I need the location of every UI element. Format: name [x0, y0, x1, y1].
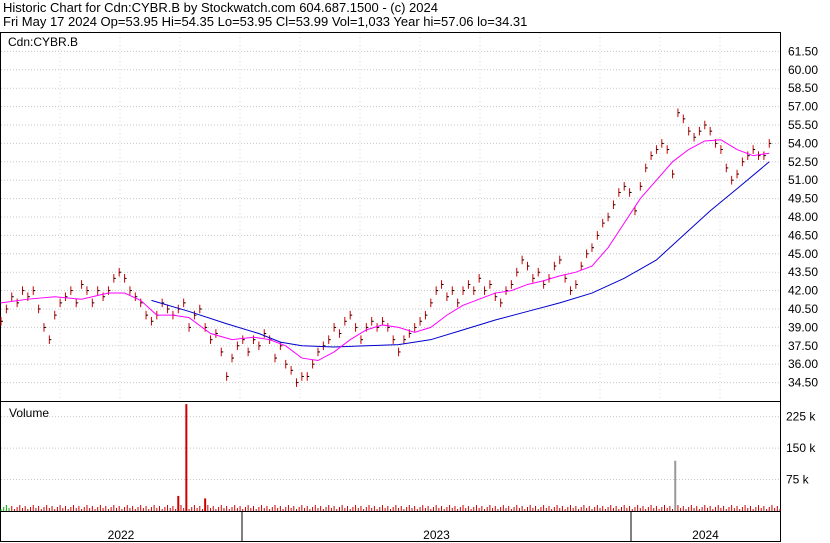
price-tick-label: 55.50: [788, 118, 818, 132]
volume-panel: [0, 401, 781, 512]
price-tick-label: 36.00: [788, 357, 818, 371]
price-tick-label: 37.50: [788, 339, 818, 353]
volume-tick-label: 75 k: [786, 473, 810, 487]
price-tick-label: 45.00: [788, 247, 818, 261]
price-tick-label: 52.50: [788, 155, 818, 169]
price-tick-label: 42.00: [788, 284, 818, 298]
price-tick-label: 40.50: [788, 302, 818, 316]
price-tick-label: 48.00: [788, 210, 818, 224]
price-panel: [0, 32, 781, 402]
volume-bars: [0, 404, 781, 511]
x-section-label: 2022: [108, 528, 135, 542]
volume-tick-label: 150 k: [786, 441, 816, 455]
volume-y-axis: 225 k 150 k 75 k: [786, 410, 816, 487]
x-section-label: 2024: [692, 528, 719, 542]
chart-header-title: Historic Chart for Cdn:CYBR.B by Stockwa…: [3, 0, 438, 15]
volume-title: Volume: [9, 406, 49, 420]
price-tick-label: 39.00: [788, 320, 818, 334]
price-tick-label: 43.50: [788, 265, 818, 279]
x-axis-sections: 2022 2023 2024: [108, 511, 719, 542]
price-subtitle: Cdn:CYBR.B: [8, 35, 78, 49]
x-section-label: 2023: [423, 528, 450, 542]
price-tick-label: 49.50: [788, 192, 818, 206]
price-tick-label: 61.50: [788, 44, 818, 58]
volume-grid: [1, 416, 780, 481]
price-tick-label: 57.00: [788, 100, 818, 114]
price-grid: [1, 33, 780, 401]
price-y-axis: 61.50 60.00 58.50 57.00 55.50 54.00 52.50 51.00…: [788, 44, 818, 389]
volume-tick-label: 225 k: [786, 410, 816, 424]
price-tick-label: 60.00: [788, 63, 818, 77]
ma-long-line: [151, 161, 770, 348]
x-axis-strip: [0, 511, 781, 542]
price-tick-label: 51.00: [788, 173, 818, 187]
price-tick-label: 46.50: [788, 228, 818, 242]
price-tick-label: 34.50: [788, 376, 818, 390]
price-tick-label: 54.00: [788, 136, 818, 150]
price-tick-label: 58.50: [788, 81, 818, 95]
ma-short-line: [0, 139, 770, 362]
chart-header-quote: Fri May 17 2024 Op=53.95 Hi=54.35 Lo=53.…: [3, 14, 528, 29]
